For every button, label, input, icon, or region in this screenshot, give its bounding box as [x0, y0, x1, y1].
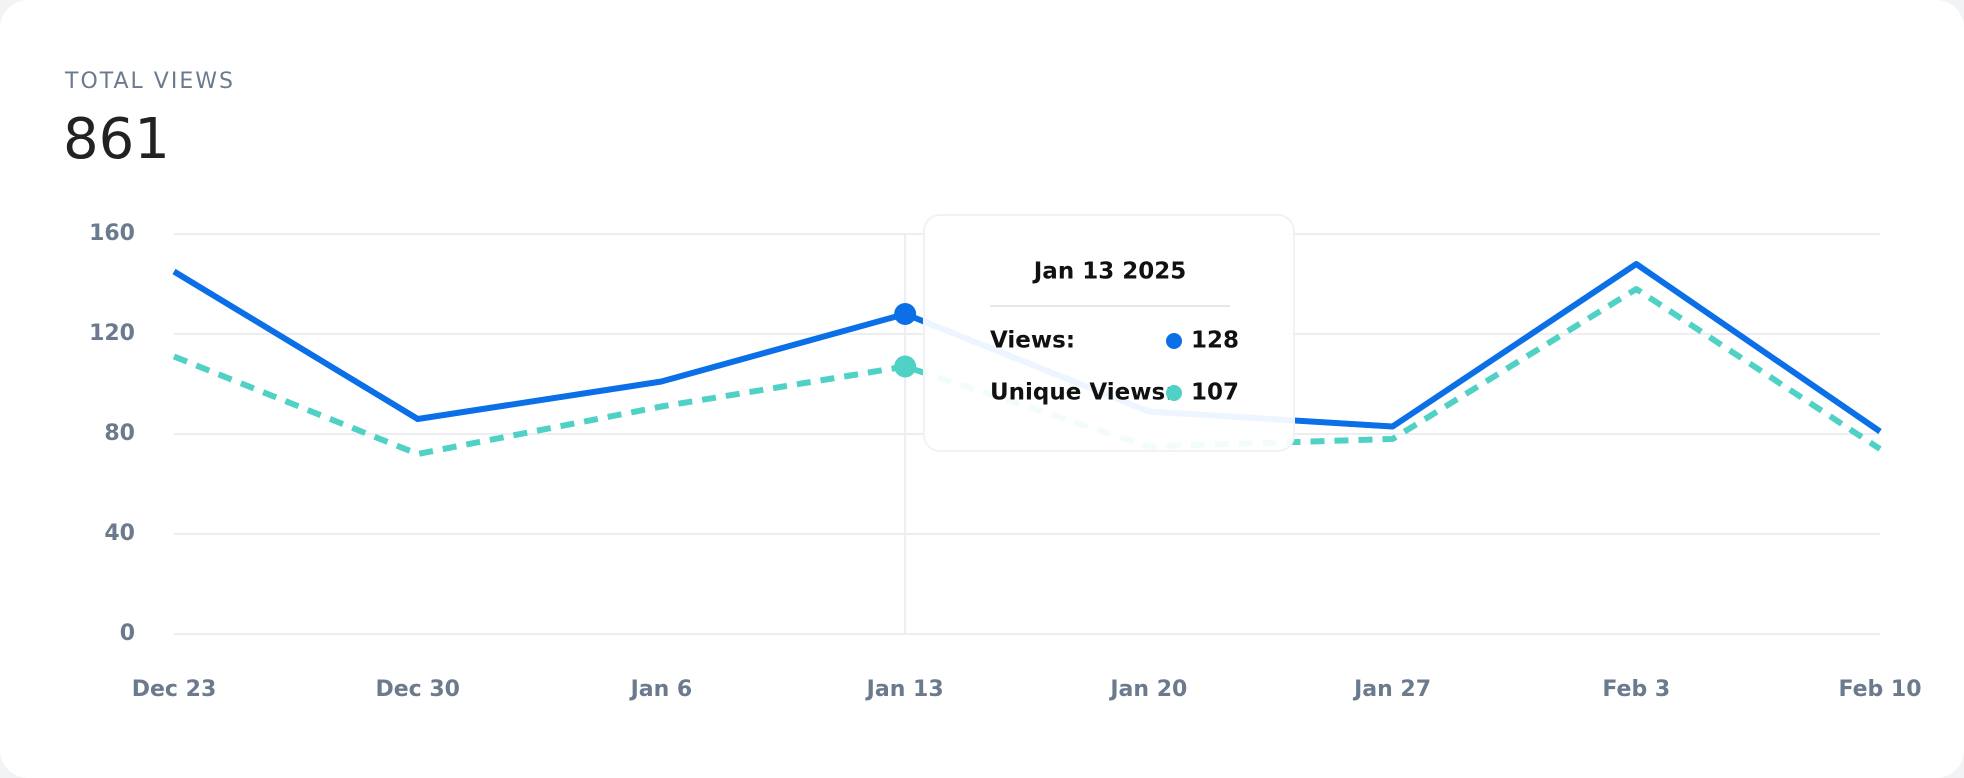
line-series [172, 286, 1882, 457]
summary-value: 861 [63, 107, 170, 172]
x-tick-label: Dec 30 [375, 677, 460, 702]
x-tick-label: Jan 13 [865, 677, 944, 702]
y-tick-label: 160 [89, 221, 135, 246]
tooltip-value: 107 [1191, 380, 1239, 406]
tooltip-swatch [1166, 333, 1182, 349]
tooltip-value: 128 [1191, 328, 1239, 354]
x-tick-label: Feb 3 [1602, 677, 1670, 702]
tooltip: Jan 13 2025 Views: 128 Unique Views: 107 [923, 214, 1295, 452]
y-tick-label: 120 [89, 321, 135, 346]
x-tick-label: Jan 20 [1108, 677, 1187, 702]
tooltip-title: Jan 13 2025 [1032, 259, 1187, 285]
hover-point [894, 355, 917, 378]
x-tick-label: Jan 27 [1352, 677, 1431, 702]
y-tick-label: 0 [120, 621, 135, 646]
tooltip-swatch [1166, 385, 1182, 401]
tooltip-label: Views: [990, 328, 1075, 354]
summary-label: TOTAL VIEWS [64, 69, 235, 94]
x-tick-label: Feb 10 [1838, 677, 1921, 702]
tooltip-bg [923, 214, 1295, 452]
hover-point [894, 303, 917, 325]
y-tick-label: 40 [104, 521, 135, 546]
x-tick-label: Jan 6 [629, 677, 693, 702]
tooltip-label: Unique Views: [990, 380, 1174, 406]
x-tick-label: Dec 23 [132, 677, 217, 702]
y-tick-label: 80 [104, 421, 135, 446]
